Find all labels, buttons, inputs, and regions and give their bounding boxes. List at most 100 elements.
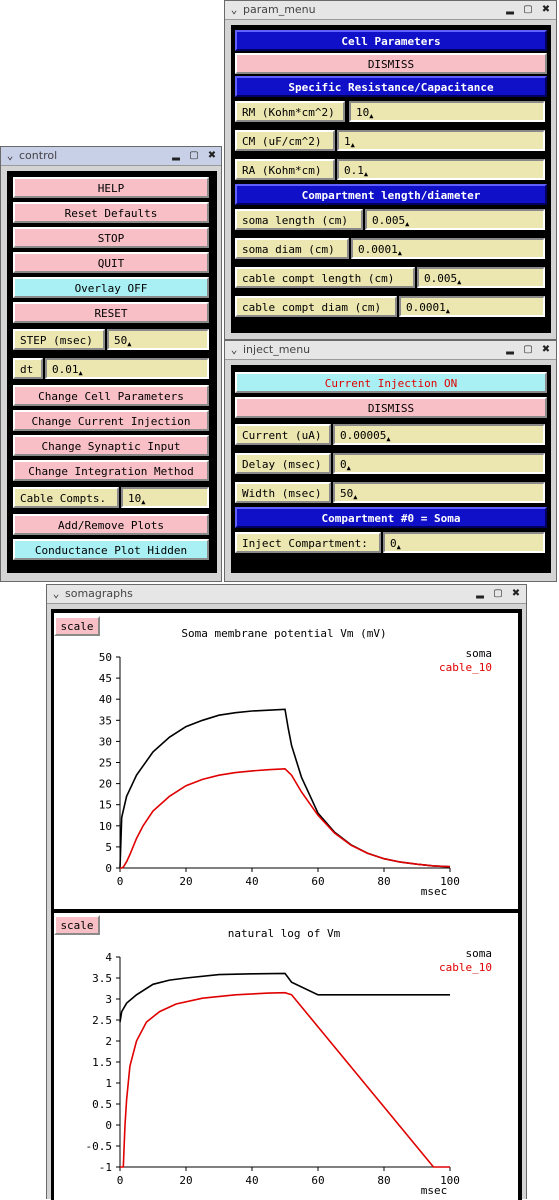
resistance-section-header: Specific Resistance/Capacitance: [235, 76, 547, 97]
window-title: inject_menu: [243, 343, 311, 356]
y-tick-label: -0.5: [86, 1140, 113, 1153]
rm-value: 10: [356, 106, 370, 119]
rm-input[interactable]: 10▲: [349, 101, 545, 122]
rm-label: RM (Kohm*cm^2): [235, 101, 345, 122]
graph-panel-lnvm: scale natural log of Vm -1 -0.5 0 0.5 1 1.5 2 2.…: [54, 913, 518, 1200]
x-tick-label: 80: [377, 1174, 390, 1187]
graph-panel-vm: scale Soma membrane potential Vm (mV) 0 5 1…: [54, 613, 518, 909]
ra-input[interactable]: 0.1▲: [337, 159, 545, 180]
caret-icon: ▲: [386, 435, 391, 443]
maximize-icon[interactable]: ▢: [189, 150, 199, 161]
y-tick-label: 20: [99, 778, 112, 791]
minimize-icon[interactable]: ▂: [506, 344, 514, 355]
cable-length-label: cable compt length (cm): [235, 267, 415, 288]
inject-menu-titlebar[interactable]: ⌄ inject_menu ▂ ▢ ✖: [225, 341, 556, 360]
window-title: control: [19, 149, 58, 162]
add-remove-plots-button[interactable]: Add/Remove Plots: [13, 514, 209, 535]
current-label: Current (uA): [235, 424, 331, 445]
cable-compts-label: Cable Compts.: [13, 487, 119, 508]
step-value: 50: [114, 334, 128, 347]
param-menu-titlebar[interactable]: ⌄ param_menu ▂ ▢ ✖: [225, 1, 556, 20]
caret-icon: ▲: [445, 307, 450, 315]
reset-defaults-button[interactable]: Reset Defaults: [13, 202, 209, 223]
close-icon[interactable]: ✖: [541, 4, 551, 15]
dismiss-button[interactable]: DISMISS: [235, 53, 547, 74]
overlay-toggle[interactable]: Overlay OFF: [13, 277, 209, 298]
maximize-icon[interactable]: ▢: [523, 344, 533, 355]
soma-diam-input[interactable]: 0.0001▲: [351, 238, 545, 259]
y-tick-label: 30: [99, 735, 112, 748]
quit-button[interactable]: QUIT: [13, 252, 209, 273]
delay-input[interactable]: 0▲: [333, 453, 545, 474]
cable-diam-input[interactable]: 0.0001▲: [399, 296, 545, 317]
x-tick-label: 40: [245, 1174, 258, 1187]
minimize-icon[interactable]: ▂: [506, 4, 514, 15]
dismiss-button[interactable]: DISMISS: [235, 397, 547, 418]
change-synaptic-input-button[interactable]: Change Synaptic Input: [13, 435, 209, 456]
scale-button[interactable]: scale: [54, 616, 100, 636]
legend-entry-soma: soma: [466, 947, 493, 960]
cable-diam-value: 0.0001: [406, 301, 446, 314]
minimize-icon[interactable]: ▂: [172, 150, 180, 161]
y-tick-label: 2: [105, 1035, 112, 1048]
cm-value: 1: [344, 135, 351, 148]
y-tick-label: 45: [99, 672, 112, 685]
window-menu-icon[interactable]: ⌄: [230, 343, 238, 356]
y-tick-label: 0.5: [92, 1098, 112, 1111]
inject-compartment-label: Inject Compartment:: [235, 532, 381, 553]
x-tick-label: 0: [117, 875, 124, 888]
change-cell-parameters-button[interactable]: Change Cell Parameters: [13, 385, 209, 406]
y-tick-label: 10: [99, 820, 112, 833]
step-input[interactable]: 50▲: [107, 329, 209, 350]
y-tick-label: 3.5: [92, 972, 112, 985]
x-tick-label: 100: [440, 875, 460, 888]
stop-button[interactable]: STOP: [13, 227, 209, 248]
window-menu-icon[interactable]: ⌄: [6, 149, 14, 162]
soma-length-input[interactable]: 0.005▲: [365, 209, 545, 230]
conductance-plot-toggle[interactable]: Conductance Plot Hidden: [13, 539, 209, 560]
inject-compartment-input[interactable]: 0▲: [383, 532, 545, 553]
series-line-soma: [119, 972, 450, 1023]
current-injection-toggle[interactable]: Current Injection ON: [235, 372, 547, 393]
current-value: 0.00005: [340, 429, 387, 442]
change-current-injection-button[interactable]: Change Current Injection: [13, 410, 209, 431]
close-icon[interactable]: ✖: [207, 150, 217, 161]
caret-icon: ▲: [457, 278, 462, 286]
y-tick-label: 15: [99, 799, 112, 812]
close-icon[interactable]: ✖: [511, 588, 521, 599]
cm-input[interactable]: 1▲: [337, 130, 545, 151]
caret-icon: ▲: [78, 369, 83, 377]
cable-diam-label: cable compt diam (cm): [235, 296, 397, 317]
cable-compts-input[interactable]: 10▲: [121, 487, 209, 508]
control-titlebar[interactable]: ⌄ control ▂ ▢ ✖: [1, 147, 221, 166]
change-integration-method-button[interactable]: Change Integration Method: [13, 460, 209, 481]
caret-icon: ▲: [363, 170, 369, 178]
window-menu-icon[interactable]: ⌄: [230, 3, 238, 16]
reset-button[interactable]: RESET: [13, 302, 209, 323]
window-menu-icon[interactable]: ⌄: [52, 587, 60, 600]
cable-length-input[interactable]: 0.005▲: [417, 267, 545, 288]
y-tick-label: 35: [99, 714, 112, 727]
series-line-soma: [119, 708, 451, 869]
scale-button[interactable]: scale: [54, 915, 100, 935]
close-icon[interactable]: ✖: [541, 344, 551, 355]
width-input[interactable]: 50▲: [333, 482, 545, 503]
x-axis-label: msec: [421, 885, 448, 898]
somagraphs-titlebar[interactable]: ⌄ somagraphs ▂ ▢ ✖: [47, 585, 526, 604]
caret-icon: ▲: [397, 249, 402, 257]
current-input[interactable]: 0.00005▲: [333, 424, 545, 445]
cell-parameters-header: Cell Parameters: [235, 30, 547, 51]
vm-chart: Soma membrane potential Vm (mV) 0 5 10 15 20 2…: [99, 627, 492, 898]
caret-icon: ▲: [369, 112, 374, 120]
y-tick-label: 0: [105, 862, 112, 875]
minimize-icon[interactable]: ▂: [476, 588, 484, 599]
maximize-icon[interactable]: ▢: [523, 4, 533, 15]
dt-input[interactable]: 0.01▲: [45, 358, 209, 379]
somagraphs-window: ⌄ somagraphs ▂ ▢ ✖ scale Soma membrane p…: [46, 584, 527, 1200]
dt-value: 0.01: [52, 363, 79, 376]
series-line-cable_10: [120, 767, 451, 869]
help-button[interactable]: HELP: [13, 177, 209, 198]
delay-value: 0: [340, 458, 347, 471]
maximize-icon[interactable]: ▢: [493, 588, 503, 599]
x-tick-label: 60: [311, 875, 324, 888]
